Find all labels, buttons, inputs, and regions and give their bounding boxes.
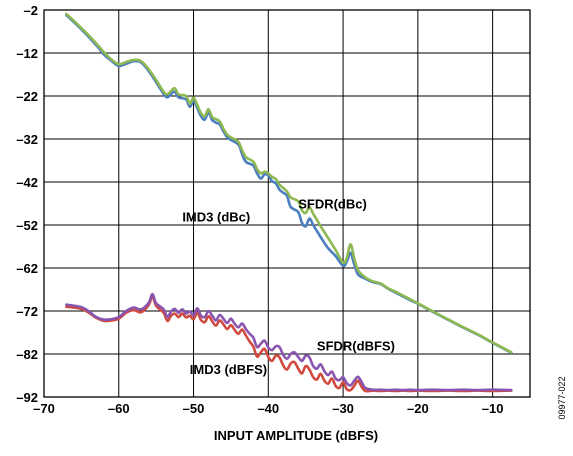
x-tick-labels: –70 –60 –50 –40 –30 –20 –10 bbox=[33, 401, 503, 416]
annotation-label: SFDR(dBFS) bbox=[317, 338, 395, 353]
x-axis-title: INPUT AMPLITUDE (dBFS) bbox=[214, 428, 378, 443]
series-line-4 bbox=[65, 292, 513, 392]
annotation-label: IMD3 (dBFS) bbox=[190, 362, 267, 377]
x-tick-label: –70 bbox=[33, 401, 55, 416]
series-lines bbox=[65, 12, 513, 393]
y-tick-label: –52 bbox=[16, 218, 38, 233]
y-tick-labels: –2 –12 –22 –32 –42 –52 –62 –72 –82 –92 bbox=[16, 3, 38, 405]
annotations: SFDR(dBc) IMD3 (dBc) SFDR(dBFS) IMD3 (dBFS) bbox=[182, 197, 395, 378]
x-tick-label: –60 bbox=[108, 401, 130, 416]
x-tick-label: –50 bbox=[183, 401, 205, 416]
y-tick-label: –42 bbox=[16, 175, 38, 190]
x-tick-label: –30 bbox=[332, 401, 354, 416]
y-tick-label: –72 bbox=[16, 304, 38, 319]
y-tick-label: –62 bbox=[16, 261, 38, 276]
y-tick-label: –92 bbox=[16, 390, 38, 405]
figure-code: 09977-022 bbox=[557, 376, 567, 419]
annotation-label: IMD3 (dBc) bbox=[182, 209, 250, 224]
grid-lines bbox=[43, 9, 530, 398]
y-tick-label: –82 bbox=[16, 347, 38, 362]
x-tick-label: –40 bbox=[257, 401, 279, 416]
series-line-2 bbox=[65, 12, 513, 354]
x-tick-label: –10 bbox=[482, 401, 504, 416]
y-tick-label: –12 bbox=[16, 46, 38, 61]
x-tick-label: –20 bbox=[407, 401, 429, 416]
series-line-1 bbox=[65, 13, 513, 354]
plot-frame bbox=[43, 9, 531, 398]
y-tick-label: –22 bbox=[16, 89, 38, 104]
y-tick-label: –2 bbox=[24, 3, 38, 18]
y-tick-label: –32 bbox=[16, 132, 38, 147]
annotation-label: SFDR(dBc) bbox=[298, 197, 367, 212]
